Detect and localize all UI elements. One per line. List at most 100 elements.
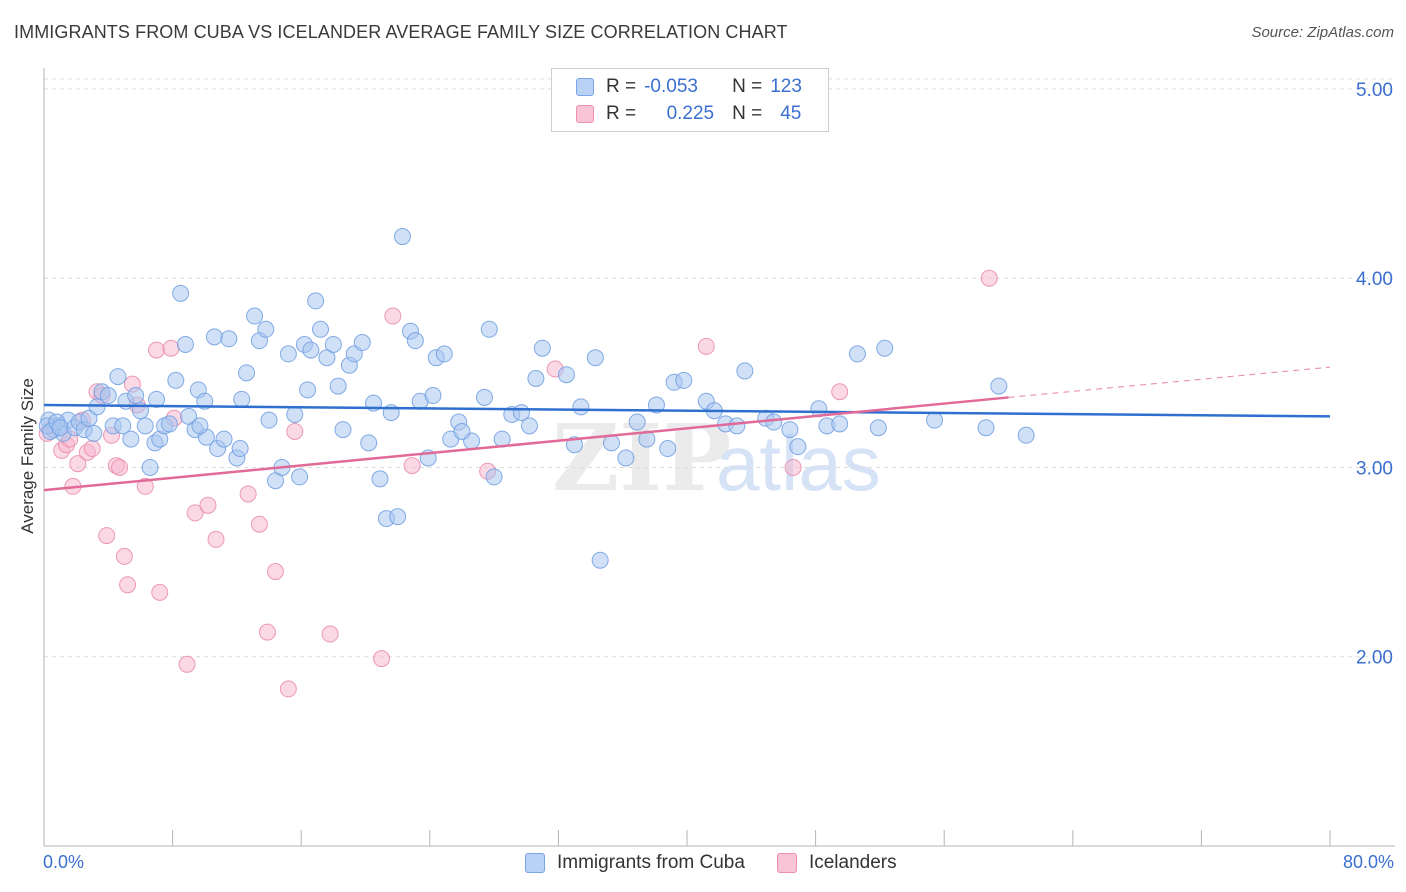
y-axis-label: Average Family Size xyxy=(18,378,37,534)
icelander-point xyxy=(69,455,87,473)
cuba-point xyxy=(215,430,233,448)
icelander-point xyxy=(162,339,180,357)
y-tick-label: 3.00 xyxy=(1356,458,1393,479)
icelander-point xyxy=(258,623,276,641)
cuba-point xyxy=(728,417,746,435)
cuba-point xyxy=(977,419,995,437)
cuba-point xyxy=(85,424,103,442)
cuba-point xyxy=(617,449,635,467)
icelander-point xyxy=(207,530,225,548)
cuba-point xyxy=(148,390,166,408)
cuba-point xyxy=(586,349,604,367)
cuba-point xyxy=(389,508,407,526)
series-label-cuba: Immigrants from Cuba xyxy=(557,852,745,873)
cuba-point xyxy=(122,430,140,448)
cuba-point xyxy=(781,421,799,439)
series-swatch-pink xyxy=(776,853,797,873)
cuba-point xyxy=(167,371,185,389)
cuba-point xyxy=(191,417,209,435)
cuba-point xyxy=(99,387,117,405)
cuba-point xyxy=(307,292,325,310)
cuba-point xyxy=(141,458,159,476)
icelander-point xyxy=(321,625,339,643)
x-tick-max: 80.0% xyxy=(1342,852,1394,872)
cuba-trend-line xyxy=(43,403,1331,418)
cuba-point xyxy=(831,415,849,433)
cuba-point xyxy=(311,320,329,338)
icelander-point xyxy=(266,563,284,581)
icelander-point xyxy=(784,458,802,476)
icelander-point xyxy=(403,457,421,475)
cuba-point xyxy=(127,387,145,405)
cuba-point xyxy=(533,339,551,357)
series-legend-cuba: Immigrants from Cuba xyxy=(525,852,745,874)
cuba-point xyxy=(371,470,389,488)
cuba-point xyxy=(848,345,866,363)
icelander-point xyxy=(148,341,166,359)
icelander-point xyxy=(199,496,217,514)
legend-n-label: N = xyxy=(732,76,763,97)
legend-r-label: R = xyxy=(606,103,637,124)
series-legend-icelanders: Icelanders xyxy=(776,852,897,874)
legend-r-value: 0.225 xyxy=(666,103,715,124)
cuba-point xyxy=(453,423,471,441)
icelander-point xyxy=(239,485,257,503)
x-tick-min: 0.0% xyxy=(43,852,85,872)
cuba-point xyxy=(360,434,378,452)
cuba-point xyxy=(160,415,178,433)
y-tick-label: 4.00 xyxy=(1356,269,1393,290)
icelander-point xyxy=(178,655,196,673)
icelander-point xyxy=(250,515,268,533)
cuba-point xyxy=(233,390,251,408)
cuba-point xyxy=(334,421,352,439)
cuba-point xyxy=(659,440,677,458)
cuba-point xyxy=(88,398,106,416)
icelander-point xyxy=(98,527,116,545)
icelanders-points xyxy=(38,269,998,698)
cuba-point xyxy=(869,419,887,437)
cuba-point xyxy=(675,371,693,389)
icelander-point xyxy=(831,383,849,401)
cuba-point xyxy=(302,341,320,359)
cuba-point xyxy=(109,368,127,386)
cuba-point xyxy=(485,468,503,486)
series-swatch-blue xyxy=(525,853,545,873)
cuba-point xyxy=(324,335,342,353)
cuba-point xyxy=(176,335,194,353)
cuba-point xyxy=(572,398,590,416)
cuba-point xyxy=(172,284,190,302)
series-legend: Immigrants from Cuba Icelanders xyxy=(525,852,929,874)
y-tick-labels: 2.00 3.00 4.00 5.00 xyxy=(1356,80,1393,669)
legend-row-icelanders: R = 0.225 N = 45 xyxy=(576,102,801,126)
cuba-point xyxy=(220,330,238,348)
series-label-icelanders: Icelanders xyxy=(808,852,897,873)
icelander-point xyxy=(115,547,133,565)
cuba-point xyxy=(205,328,223,346)
legend-n-value: 123 xyxy=(770,76,802,97)
cuba-point xyxy=(435,345,453,363)
cuba-point xyxy=(591,551,609,569)
cuba-point xyxy=(765,413,783,431)
legend-row-cuba: R = -0.053 N = 123 xyxy=(576,75,802,99)
y-tick-label: 2.00 xyxy=(1356,648,1393,669)
legend-n-value: 45 xyxy=(780,103,802,124)
cuba-point xyxy=(291,468,309,486)
icelander-point xyxy=(384,307,402,325)
correlation-legend: R = -0.053 N = 123 R = 0.225 N = 45 xyxy=(551,68,829,132)
legend-n-label: N = xyxy=(732,103,763,124)
cuba-point xyxy=(647,396,665,414)
cuba-point xyxy=(475,388,493,406)
icelander-point xyxy=(286,423,304,441)
axes xyxy=(43,68,1395,847)
cuba-point xyxy=(329,377,347,395)
cuba-point xyxy=(406,332,424,350)
legend-swatch-pink xyxy=(576,105,594,123)
source-credit: Source: ZipAtlas.com xyxy=(1251,24,1394,41)
icelander-trend-extension xyxy=(1008,366,1331,399)
cuba-point xyxy=(246,307,264,325)
cuba-point xyxy=(926,411,944,429)
cuba-point xyxy=(231,440,249,458)
icelander-point xyxy=(151,583,169,601)
cuba-point xyxy=(527,370,545,388)
